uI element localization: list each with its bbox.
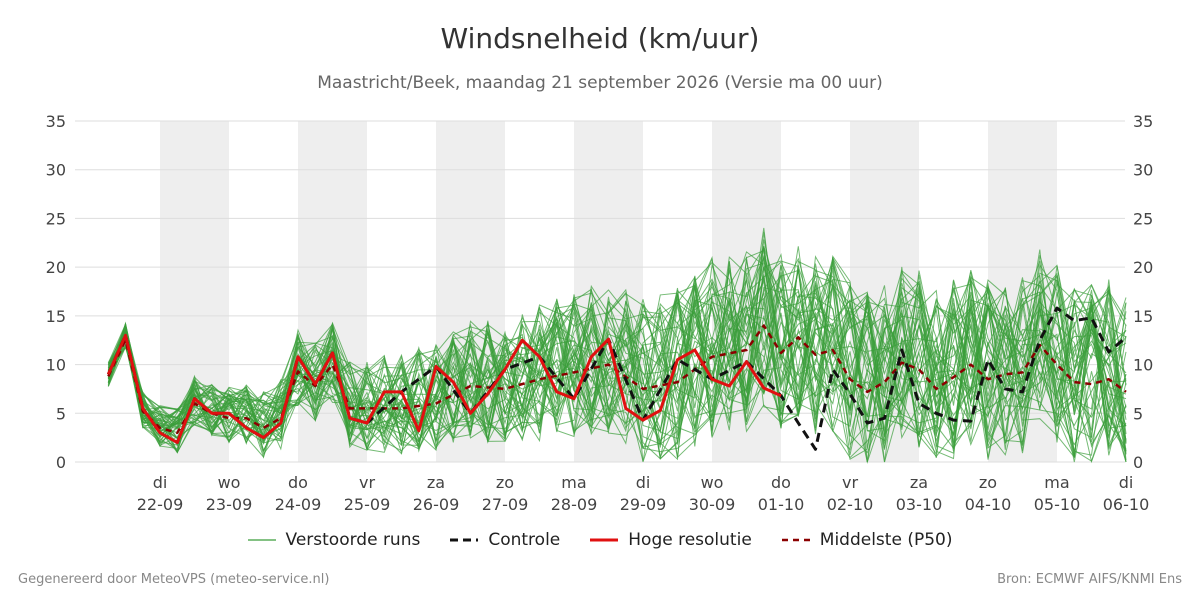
ensemble-run-line — [107, 255, 1127, 454]
x-tick-date: 29-09 — [620, 495, 667, 514]
hires-line — [106, 333, 782, 444]
x-tick-day: vr — [842, 473, 858, 492]
legend-median-label: Middelste (P50) — [819, 530, 953, 550]
x-tick-day: zo — [979, 473, 997, 492]
footer-source: Bron: ECMWF AIFS/KNMI Ens — [997, 572, 1182, 587]
main-series — [106, 306, 1127, 451]
x-tick-date: 23-09 — [206, 495, 253, 514]
y-tick-label-left: 20 — [46, 258, 66, 277]
y-tick-label-left: 25 — [46, 209, 66, 228]
x-tick-day: di — [153, 473, 168, 492]
y-tick-label-left: 10 — [46, 356, 66, 375]
x-tick-date: 22-09 — [137, 495, 184, 514]
x-tick-date: 02-10 — [827, 495, 874, 514]
y-tick-label-right: 20 — [1133, 258, 1153, 277]
chart-subtitle: Maastricht/Beek, maandag 21 september 20… — [317, 73, 883, 93]
ensemble-run-line — [107, 245, 1127, 448]
axis-labels: 0 0 5 5 10 10 15 15 20 20 25 25 30 30 35 35 di 22-09 wo 23-… — [46, 112, 1154, 514]
x-tick-day: ma — [1044, 473, 1069, 492]
legend-control-swatch — [450, 538, 479, 542]
y-tick-label-left: 15 — [46, 307, 66, 326]
legend-hires[interactable]: Hoge resolutie — [590, 530, 752, 550]
x-tick-date: 26-09 — [413, 495, 460, 514]
y-tick-label-left: 0 — [56, 453, 66, 472]
x-tick-date: 30-09 — [689, 495, 736, 514]
x-tick-date: 05-10 — [1034, 495, 1081, 514]
footer-generator: Gegenereerd door MeteoVPS (meteo-service… — [18, 572, 330, 587]
x-tick-day: ma — [561, 473, 586, 492]
ensemble-run-line — [107, 259, 1127, 463]
x-tick-date: 28-09 — [551, 495, 598, 514]
legend-control-label: Controle — [488, 530, 561, 550]
y-tick-label-right: 15 — [1133, 307, 1153, 326]
legend-ensemble[interactable]: Verstoorde runs — [247, 530, 421, 550]
legend: Verstoorde runs Controle Hoge resolutie … — [0, 530, 1200, 550]
legend-ensemble-label: Verstoorde runs — [285, 530, 421, 550]
x-tick-date: 03-10 — [896, 495, 943, 514]
x-tick-day: wo — [218, 473, 241, 492]
legend-ensemble-swatch — [247, 539, 276, 541]
ensemble-run-line — [107, 255, 1127, 463]
x-tick-day: wo — [701, 473, 724, 492]
ensemble-run-line — [107, 276, 1127, 464]
legend-median[interactable]: Middelste (P50) — [781, 530, 953, 550]
x-tick-date: 01-10 — [758, 495, 805, 514]
x-tick-date: 27-09 — [482, 495, 529, 514]
x-tick-date: 04-10 — [965, 495, 1012, 514]
ensemble-run-line — [107, 256, 1127, 442]
x-tick-day: za — [427, 473, 445, 492]
y-tick-label-right: 35 — [1133, 112, 1153, 131]
legend-median-swatch — [781, 538, 810, 542]
ensemble-run-line — [107, 269, 1127, 457]
y-tick-label-right: 0 — [1133, 453, 1143, 472]
y-tick-label-right: 25 — [1133, 209, 1153, 228]
x-tick-date: 25-09 — [344, 495, 391, 514]
legend-hires-swatch — [590, 538, 619, 542]
x-tick-date: 24-09 — [275, 495, 322, 514]
y-tick-label-right: 10 — [1133, 356, 1153, 375]
y-tick-label-right: 5 — [1133, 404, 1143, 423]
y-tick-label-left: 30 — [46, 161, 66, 180]
x-tick-day: do — [771, 473, 791, 492]
x-tick-day: vr — [359, 473, 375, 492]
x-tick-day: di — [1119, 473, 1134, 492]
y-tick-label-right: 30 — [1133, 161, 1153, 180]
median-line — [107, 324, 1127, 435]
chart-title: Windsnelheid (km/uur) — [440, 22, 760, 55]
x-tick-day: di — [636, 473, 651, 492]
y-tick-label-left: 5 — [56, 404, 66, 423]
x-tick-day: za — [910, 473, 928, 492]
x-tick-day: zo — [496, 473, 514, 492]
x-tick-day: do — [288, 473, 308, 492]
legend-hires-label: Hoge resolutie — [628, 530, 752, 550]
x-tick-date: 06-10 — [1103, 495, 1150, 514]
legend-control[interactable]: Controle — [450, 530, 560, 550]
y-tick-label-left: 35 — [46, 112, 66, 131]
